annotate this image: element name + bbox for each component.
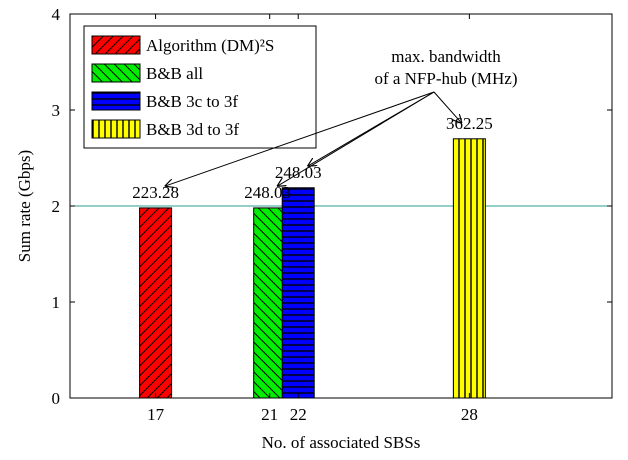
bar-2 — [253, 207, 287, 399]
x-tick-label: 17 — [147, 405, 165, 424]
annotation-arrow-4 — [433, 91, 461, 123]
y-tick-label: 2 — [52, 197, 61, 216]
y-tick-label: 0 — [52, 389, 61, 408]
legend-swatch-2 — [91, 63, 141, 83]
x-axis-label: No. of associated SBSs — [262, 433, 421, 452]
y-axis-label: Sum rate (Gbps) — [15, 150, 34, 262]
x-tick-label: 21 — [261, 405, 278, 424]
legend-label-1: Algorithm (DM)²S — [146, 36, 274, 55]
bar-data-label-2: 248.03 — [244, 183, 291, 202]
y-tick-label: 3 — [52, 101, 61, 120]
annotation: max. bandwidth of a NFP-hub (MHz) — [166, 47, 518, 186]
annotation-line-1: max. bandwidth — [391, 47, 501, 66]
bar-data-label-4: 362.25 — [446, 114, 493, 133]
annotation-line-2: of a NFP-hub (MHz) — [374, 69, 517, 88]
legend-swatch-4 — [91, 119, 141, 139]
bar-3 — [281, 187, 315, 399]
legend: Algorithm (DM)²S B&B all B&B 3c to 3f B&B 3… — [83, 25, 317, 149]
annotation-arrow-3 — [308, 91, 435, 166]
legend-label-3: B&B 3c to 3f — [146, 92, 238, 111]
x-tick-label: 28 — [461, 405, 478, 424]
annotation-arrow-1 — [166, 91, 435, 186]
legend-swatch-1 — [91, 35, 141, 55]
y-tick-label: 4 — [52, 5, 61, 24]
bar-4 — [452, 138, 486, 399]
legend-swatch-3 — [91, 91, 141, 111]
legend-label-4: B&B 3d to 3f — [146, 120, 239, 139]
bar-1 — [139, 207, 173, 399]
x-tick-label: 22 — [290, 405, 307, 424]
legend-label-2: B&B all — [146, 64, 203, 83]
y-tick-label: 1 — [52, 293, 61, 312]
bar-data-label-3: 248.03 — [275, 163, 322, 182]
bar-data-label-1: 223.28 — [132, 183, 179, 202]
